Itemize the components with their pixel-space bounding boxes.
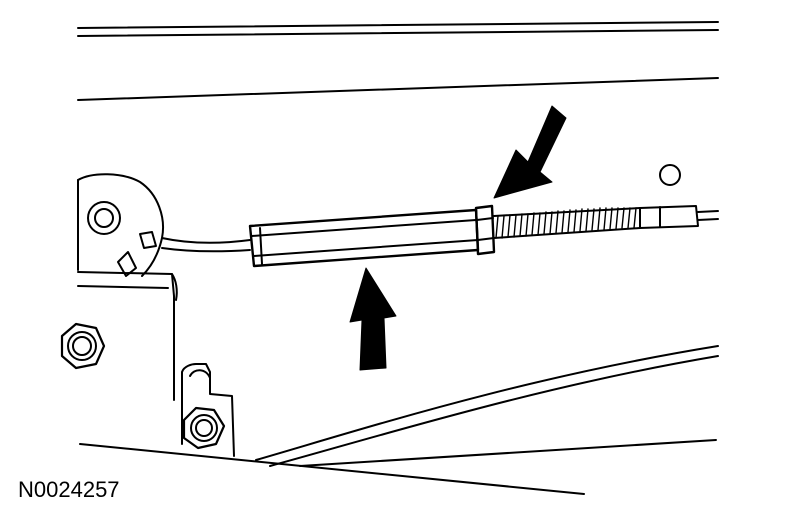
- cable-right-lower: [697, 218, 719, 221]
- arrow-to-jam-nut: [493, 105, 567, 199]
- cable-right: [697, 210, 719, 213]
- mounting-bracket: [77, 271, 178, 401]
- cable-left-lower: [161, 247, 251, 253]
- panel-hole: [659, 164, 681, 186]
- lower-plate: [181, 363, 235, 457]
- upper-frame-rail: [77, 21, 719, 101]
- cable-left: [161, 237, 251, 244]
- bracket-bolt-upper: [60, 322, 106, 370]
- threaded-rod: [493, 207, 641, 239]
- cable-end-fitting: [639, 205, 699, 229]
- arrow-to-adjuster-sleeve: [349, 267, 397, 371]
- brake-lever-pivot: [77, 173, 164, 277]
- bracket-bolt-lower: [182, 406, 226, 450]
- adjuster-jam-nut: [474, 204, 496, 256]
- figure-id-label: N0024257: [18, 477, 120, 502]
- lower-frame-rails: [79, 345, 719, 495]
